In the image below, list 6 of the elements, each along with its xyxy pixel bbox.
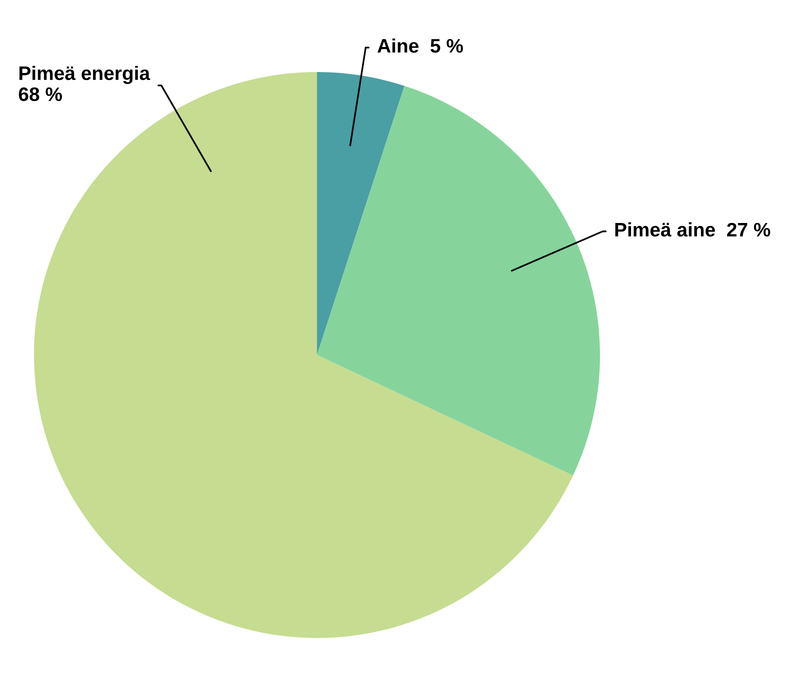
slice-label: Pimeä aine 27 % — [615, 222, 770, 237]
pie-slice — [317, 86, 600, 476]
slice-label: Aine 5 % — [378, 38, 463, 53]
pie-slice — [317, 72, 404, 355]
slice-label: Pimeä energia — [19, 66, 150, 84]
data-label: 68 % — [18, 87, 62, 102]
